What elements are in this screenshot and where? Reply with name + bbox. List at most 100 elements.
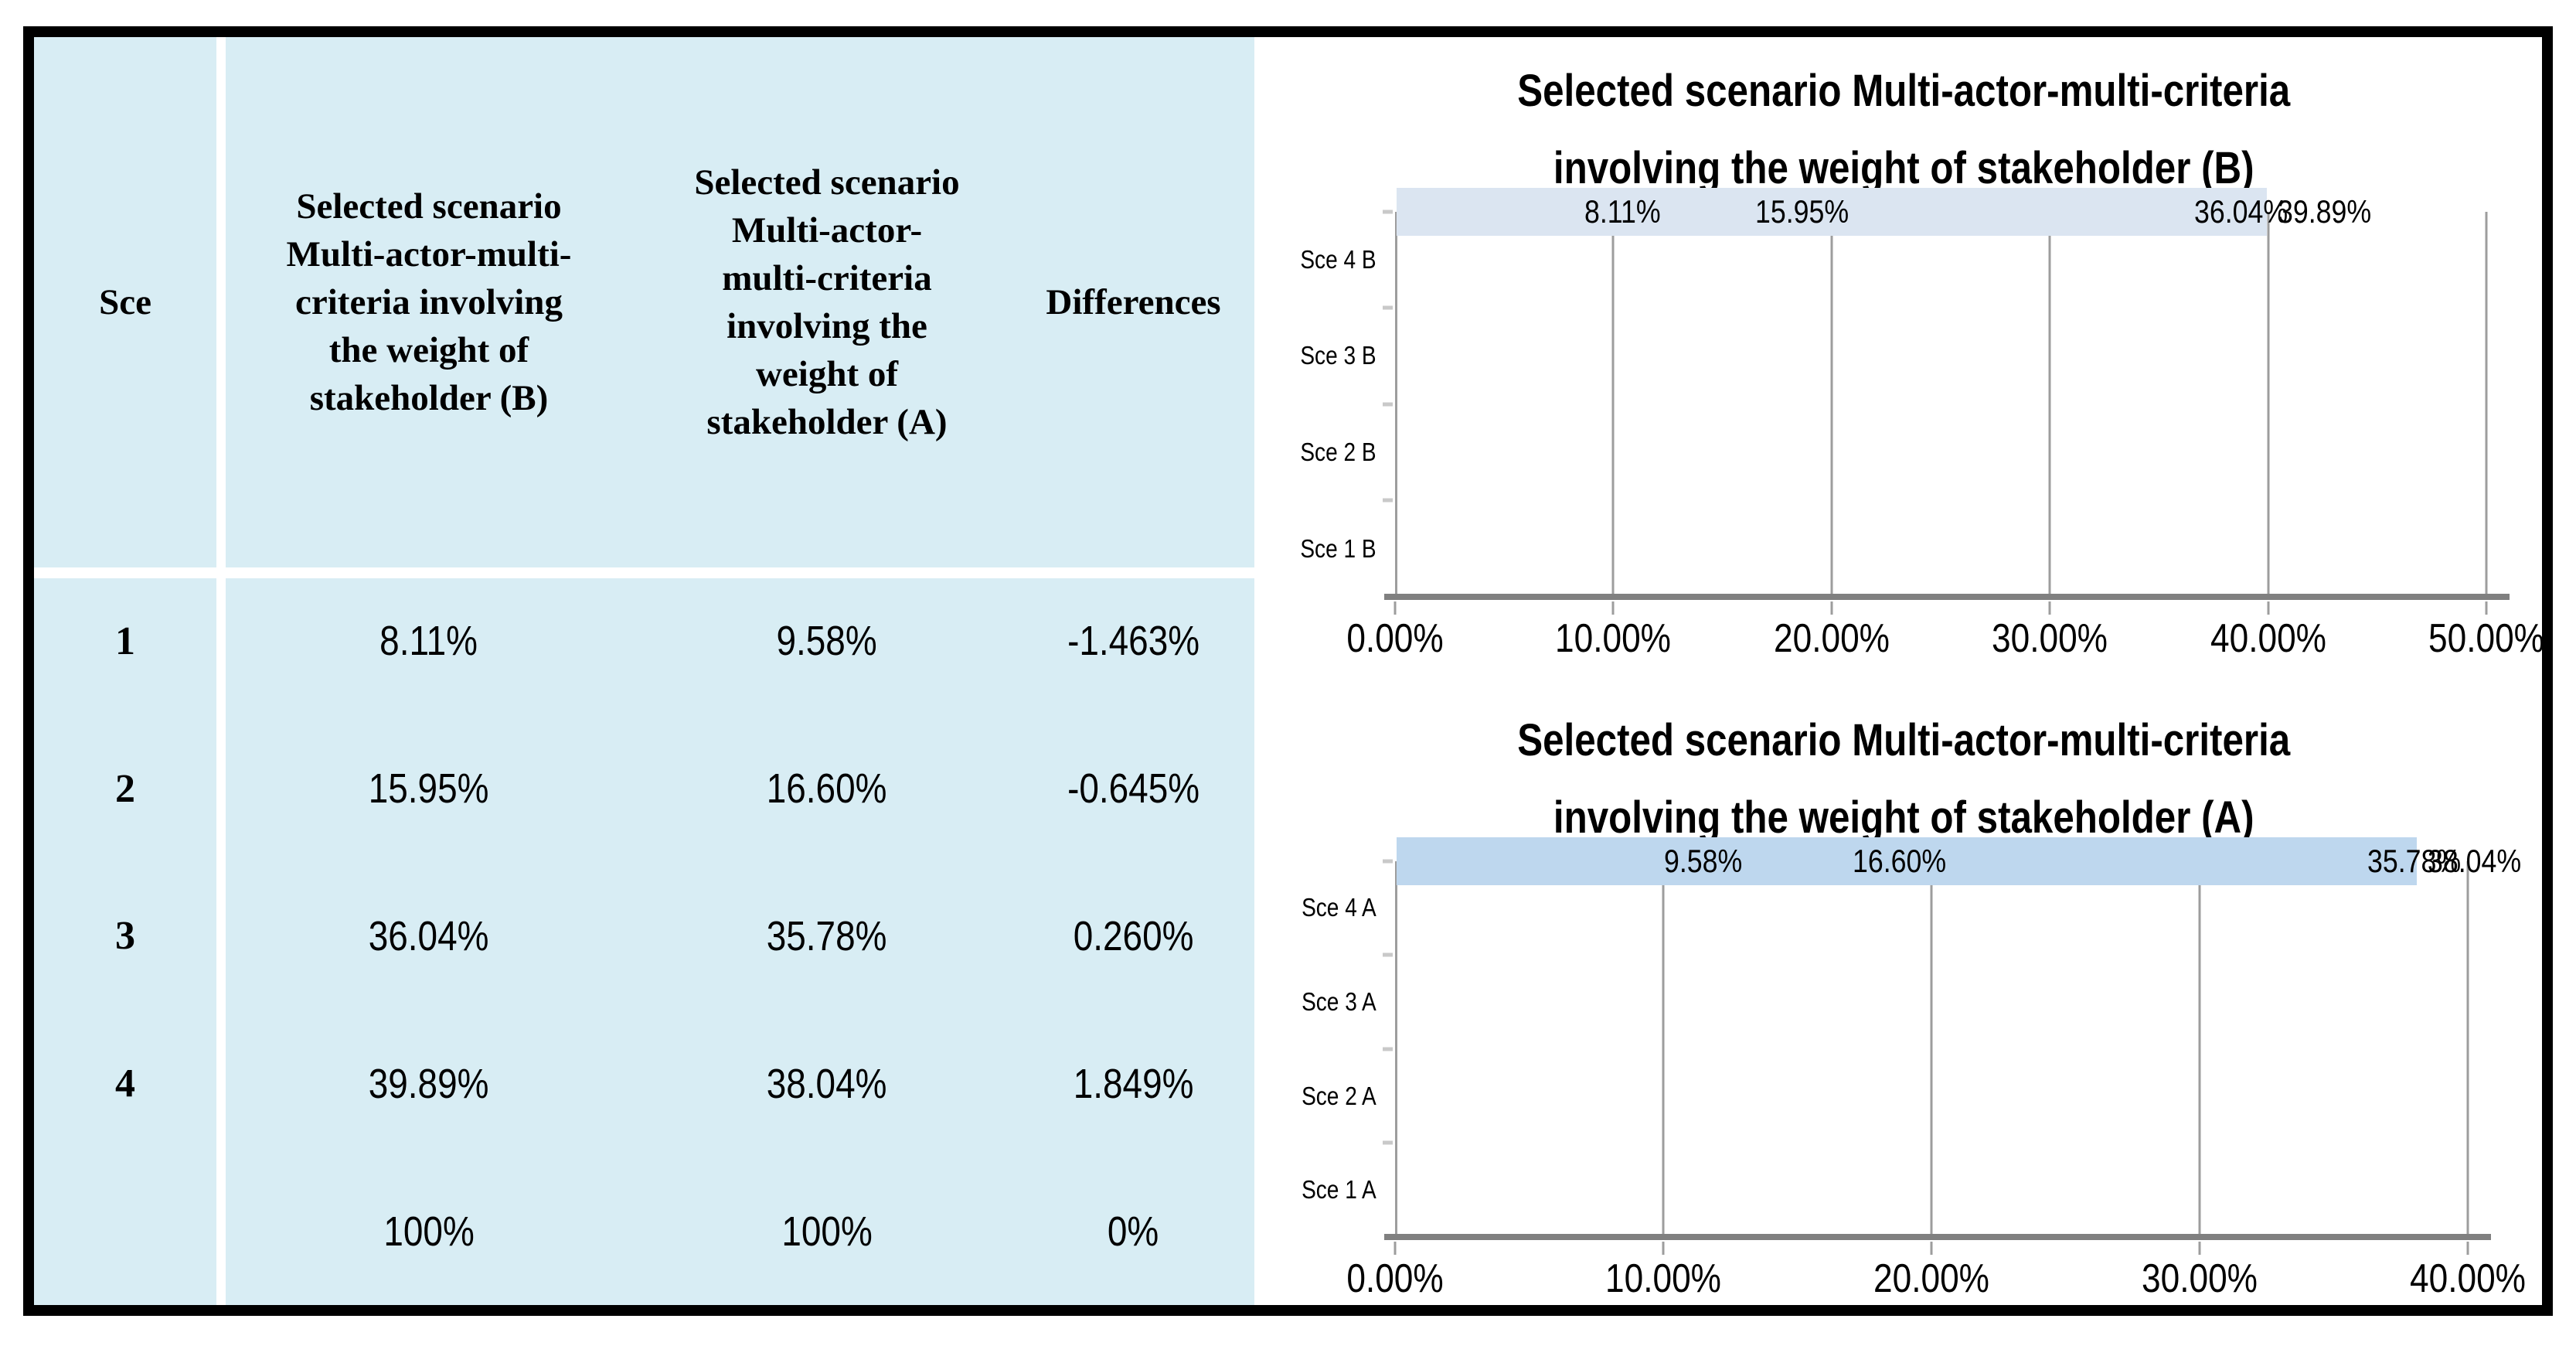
gridline [2485,211,2488,597]
table-row-4-sce: 4 [34,1010,216,1157]
category-label-text: Sce 1 A [1302,1175,1376,1205]
x-axis-tick [1393,601,1397,615]
charts-panel: Selected scenario Multi-actor-multi-crit… [1254,37,2544,1305]
table-header-stakeholder-b: Selected scenario Multi-actor-multi- cri… [216,37,641,567]
chart-a-x-axis: 0.00% 10.00% 20.00% 30.00% 40.00% [1265,1237,2542,1305]
scenario-table: Sce Selected scenario Multi-actor-multi-… [34,37,1254,1305]
chart-b-plot-area: 39.89% 36.04% 15.95% 8.11% [1383,187,2510,615]
y-axis-tick [1383,1140,1393,1145]
x-axis-label-text: 40.00% [2210,616,2326,661]
x-tick-row [1393,1237,2469,1260]
row-2-a-value: 16.60% [767,765,887,813]
table-header-differences: Differences [1012,37,1254,567]
scenario-table-panel: Sce Selected scenario Multi-actor-multi-… [34,37,1254,1305]
x-label-row: 0.00% 10.00% 20.00% 30.00% 40.00% 50.00% [1346,597,2544,665]
bar-value-text: 15.95% [1755,193,1849,230]
table-row-2-diff: -0.645% [1012,715,1254,863]
row-4-label: 4 [115,1061,135,1106]
row-4-b-value: 39.89% [369,1060,489,1107]
x-axis-tick [2048,601,2051,615]
row-3-diff-value: 0.260% [1073,912,1194,959]
chart-b-body: Sce 4 B Sce 3 B Sce 2 B Sce 1 B 39.89% 3… [1265,187,2542,615]
x-axis-label-text: 0.00% [1346,1256,1444,1301]
category-label-sce-1-a: Sce 1 A [1265,1143,1395,1237]
x-axis-label: 0.00% [1338,615,1451,662]
table-row-2-a: 16.60% [641,715,1012,863]
category-label-text: Sce 1 B [1300,533,1376,563]
category-label-sce-4-b: Sce 4 B [1265,212,1395,308]
x-axis-label: 10.00% [1595,1256,1731,1302]
table-header-differences-text: Differences [1046,281,1221,322]
gridline [1611,211,1615,597]
bar-value-text: 9.58% [1664,842,1743,879]
bar-value-text: 16.60% [1853,842,1947,879]
x-axis-label-text: 20.00% [1873,1256,1989,1301]
bar-value-sce-3-b: 36.04% [2194,193,2304,230]
x-axis-label: 50.00% [2418,615,2554,662]
x-axis-label: 40.00% [2200,615,2336,662]
gridline [1930,860,1933,1237]
x-axis-tick [1611,601,1615,615]
table-header-stakeholder-a: Selected scenario Multi-actor- multi-cri… [641,37,1012,567]
row-3-a-value: 35.78% [767,912,887,959]
bar-value-sce-4-a: 38.04% [2428,843,2537,880]
bar-value-text: 36.04% [2193,193,2288,230]
category-label-sce-2-a: Sce 2 A [1265,1049,1395,1143]
table-row-4-diff: 1.849% [1012,1010,1254,1157]
y-axis-line [1395,860,1397,1237]
table-column-separator [216,37,226,1305]
x-label-row: 0.00% 10.00% 20.00% 30.00% 40.00% [1346,1237,2526,1305]
chart-b-title: Selected scenario Multi-actor-multi-crit… [1296,53,2511,207]
x-axis-label: 0.00% [1338,1256,1451,1302]
row-3-label: 3 [115,914,135,959]
x-axis-label: 30.00% [1982,615,2118,662]
bar-sce-1-b [1397,187,1574,236]
bar-value-sce-3-a: 35.78% [2367,843,2477,880]
row-total-a-value: 100% [781,1208,873,1255]
x-axis-tick [2198,1242,2201,1255]
bar-value-sce-2-b: 15.95% [1755,193,1865,230]
gridline [1662,860,1665,1237]
x-axis-label-text: 40.00% [2410,1256,2526,1301]
x-axis-label-text: 20.00% [1773,616,1890,661]
table-row-4-a: 38.04% [641,1010,1012,1157]
y-axis-tick [1383,952,1393,957]
table-row-2-sce: 2 [34,715,216,863]
bar-value-sce-2-a: 16.60% [1853,843,1962,880]
category-label-text: Sce 4 B [1300,244,1376,274]
table-row-3-sce: 3 [34,863,216,1010]
table-row-total-diff: 0% [1012,1157,1254,1305]
table-row-total-b: 100% [216,1157,641,1305]
bar-value-text: 8.11% [1584,193,1661,230]
x-axis-line [1384,1234,2491,1240]
table-row-1-a: 9.58% [641,567,1012,715]
table-row-total-a: 100% [641,1157,1012,1305]
bar-value-sce-1-a: 9.58% [1664,843,1756,880]
category-label-sce-1-b: Sce 1 B [1265,500,1395,597]
category-label-text: Sce 3 B [1300,341,1376,370]
category-label-sce-2-b: Sce 2 B [1265,404,1395,501]
gridline [2466,860,2469,1237]
category-label-text: Sce 4 A [1302,893,1376,922]
x-axis-label: 30.00% [2132,1256,2268,1302]
table-row-1-diff: -1.463% [1012,567,1254,715]
x-axis-label-text: 30.00% [2142,1256,2258,1301]
table-row-2-b: 15.95% [216,715,641,863]
table-row-3-diff: 0.260% [1012,863,1254,1010]
table-row-4-b: 39.89% [216,1010,641,1157]
category-label-text: Sce 2 A [1302,1081,1376,1110]
row-2-diff-value: -0.645% [1067,765,1200,813]
x-axis-tick [2267,601,2270,615]
category-label-sce-4-a: Sce 4 A [1265,861,1395,956]
table-row-total-sce [34,1157,216,1305]
row-3-b-value: 36.04% [369,912,489,959]
chart-b-x-axis: 0.00% 10.00% 20.00% 30.00% 40.00% 50.00% [1265,597,2544,665]
chart-a-plot-area: 38.04% 35.78% 16.60% 9.58% [1383,837,2521,1255]
category-label-sce-3-b: Sce 3 B [1265,308,1395,404]
table-row-3-a: 35.78% [641,863,1012,1010]
row-4-a-value: 38.04% [767,1060,887,1107]
x-axis-label-text: 30.00% [1992,616,2108,661]
x-axis-label: 40.00% [2400,1256,2536,1302]
table-row-1-sce: 1 [34,567,216,715]
x-axis-tick [1393,1242,1397,1255]
